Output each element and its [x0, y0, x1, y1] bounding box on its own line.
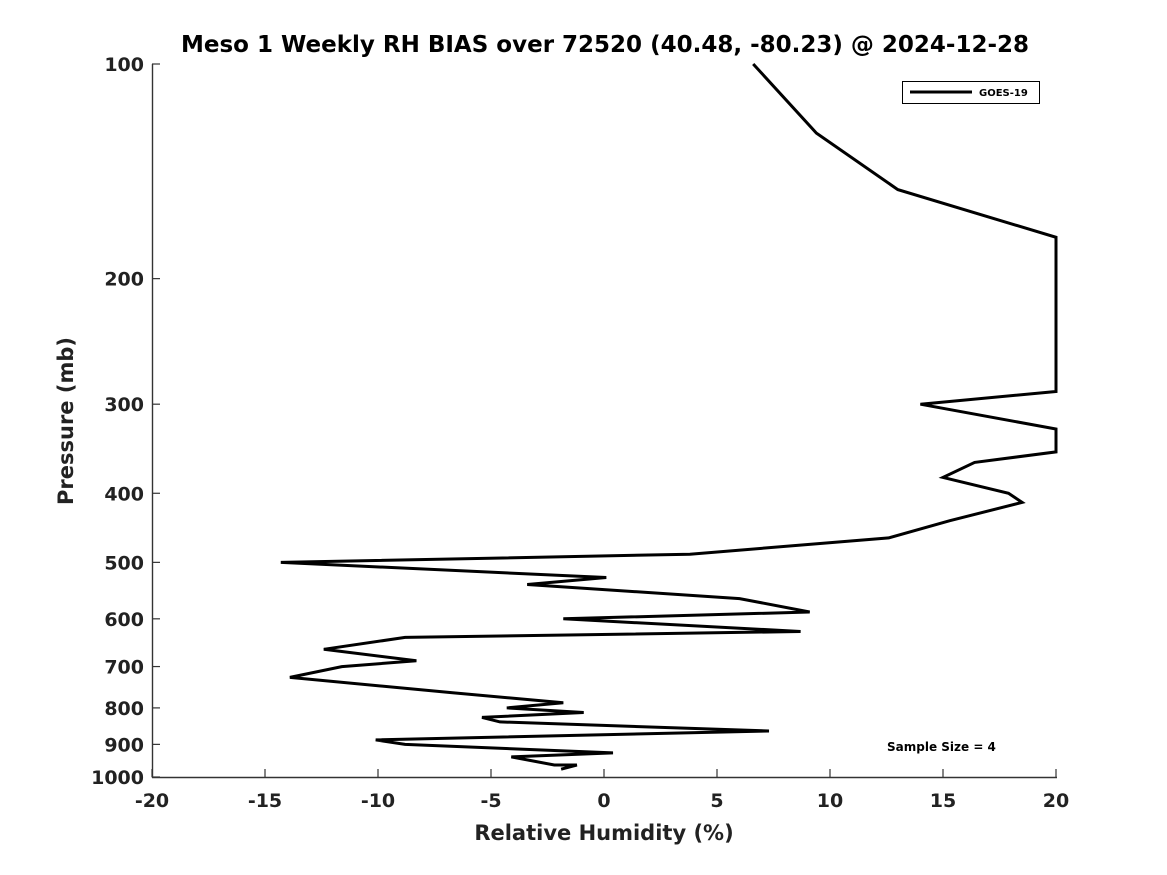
y-tick-label: 300 [104, 394, 144, 416]
y-tick-label: 400 [104, 483, 144, 505]
x-tick-label: -15 [248, 790, 282, 812]
y-tick-label: 800 [104, 698, 144, 720]
y-axis-label: Pressure (mb) [54, 337, 78, 505]
chart-title: Meso 1 Weekly RH BIAS over 72520 (40.48,… [181, 32, 1029, 58]
series-line-goes-19 [280, 62, 1058, 771]
y-tick-label: 600 [104, 609, 144, 631]
x-tick-label: 5 [710, 790, 723, 812]
series-group [280, 62, 1058, 771]
y-tick-label: 500 [104, 552, 144, 574]
legend-label-goes-19: GOES-19 [979, 88, 1028, 99]
x-tick-label: 0 [597, 790, 610, 812]
y-tick-label: 100 [104, 54, 144, 76]
x-tick-label: -20 [135, 790, 169, 812]
y-tick-label: 1000 [91, 767, 144, 789]
y-tick-label: 900 [104, 734, 144, 756]
x-tick-label: -5 [480, 790, 501, 812]
x-axis-label: Relative Humidity (%) [474, 821, 733, 845]
x-ticks: -20 -15 -10 -5 0 5 10 15 20 [135, 769, 1069, 812]
x-tick-label: 10 [817, 790, 843, 812]
y-tick-label: 700 [104, 657, 144, 679]
sample-size-annotation: Sample Size = 4 [887, 740, 996, 754]
x-tick-label: 20 [1043, 790, 1069, 812]
y-ticks: 100 200 300 400 500 600 700 800 900 1000 [91, 54, 160, 789]
x-tick-label: -10 [361, 790, 395, 812]
legend: GOES-19 [902, 81, 1040, 104]
y-tick-label: 200 [104, 269, 144, 291]
x-tick-label: 15 [930, 790, 956, 812]
